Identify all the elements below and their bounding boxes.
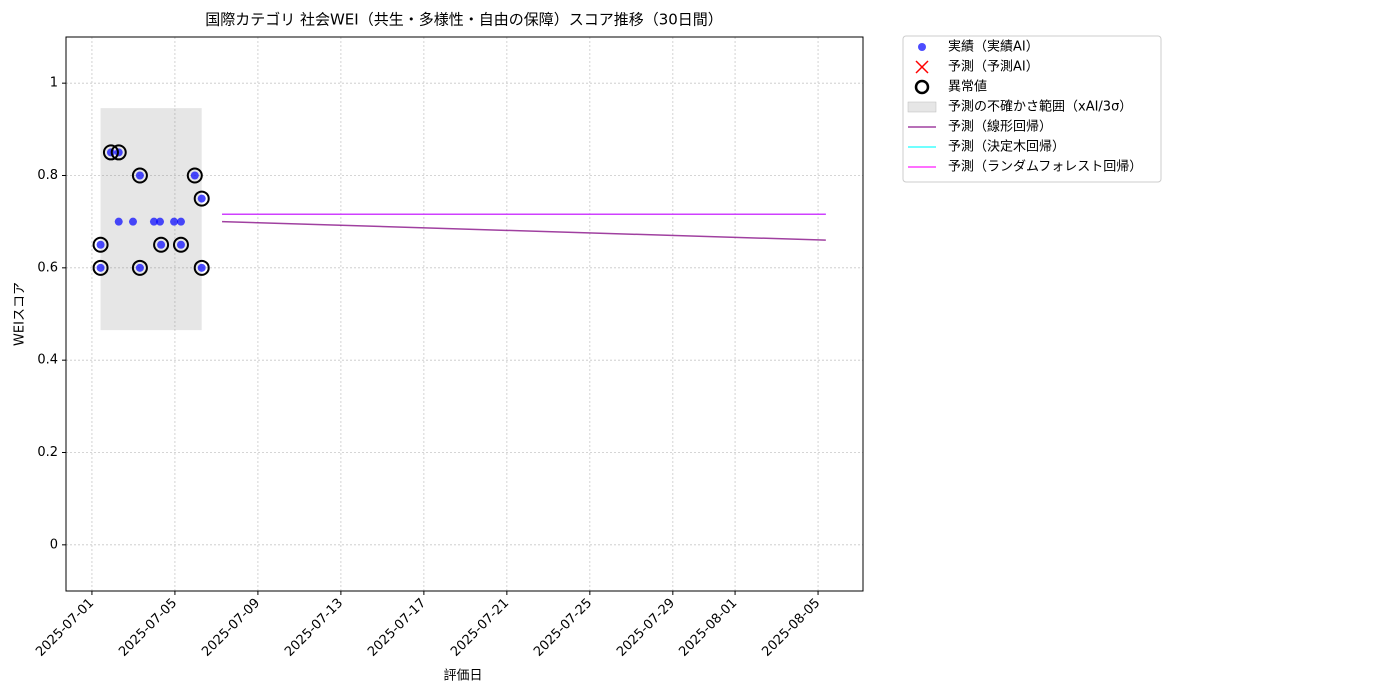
anomaly-marker [172,236,189,253]
actual-point [128,217,137,226]
anomaly-marker [193,190,210,207]
forecast-line [222,220,826,241]
y-tick-label: 0.6 [37,260,58,275]
cross-stroke [915,60,929,74]
legend-swatch [918,43,926,51]
x-tick-label: 2025-07-25 [531,596,595,660]
actual-point [149,217,158,226]
legend-label: 異常値 [948,79,987,95]
x-tick-label: 2025-07-01 [33,596,97,660]
chart-title: 国際カテゴリ 社会WEI（共生・多様性・自由の保障）スコア推移（30日間） [205,11,723,29]
legend-label: 予測（線形回帰） [948,119,1052,135]
x-tick-label: 2025-07-13 [282,596,346,660]
x-axis-label: 評価日 [443,669,482,684]
anomaly-marker [131,259,148,276]
actual-point [135,263,144,272]
legend-swatch [914,79,930,95]
anomaly-marker [110,144,127,161]
actual-point [114,217,123,226]
y-tick-label: 0.4 [37,353,58,368]
legend-frame [902,35,1162,183]
y-tick-label: 1 [50,76,58,91]
actual-point [176,240,185,249]
actual-point [135,171,144,180]
y-tick-label: 0 [50,537,58,552]
anomaly-marker [92,236,109,253]
actual-point [190,171,199,180]
plot-frame [65,36,864,592]
x-tick-label: 2025-07-09 [199,596,263,660]
actual-point [197,194,206,203]
legend-label: 予測（予測AI） [948,60,1039,75]
anomaly-marker [186,167,203,184]
actual-point [197,263,206,272]
x-tick-label: 2025-07-05 [116,596,180,660]
plot-area [92,108,826,331]
actual-point [170,217,179,226]
legend-label: 予測（決定木回帰） [948,139,1065,155]
actual-point [156,217,165,226]
x-tick-label: 2025-08-01 [676,596,740,660]
y-tick-label: 0.8 [37,168,58,183]
legend-label: 実績（実績AI） [948,39,1039,55]
anomaly-marker [153,236,170,253]
y-axis-label: WEIスコア [13,282,28,346]
legend-label: 予測（ランダムフォレスト回帰） [948,159,1142,175]
y-tick-label: 0.2 [37,445,58,460]
anomaly-marker [102,144,119,161]
actual-point [176,217,185,226]
actual-point [96,263,105,272]
actual-point [96,240,105,249]
anomaly-marker [92,259,109,276]
anomaly-marker [193,259,210,276]
actual-point [157,240,166,249]
legend-label: 予測の不確かさ範囲（xAI/3σ） [948,99,1132,115]
legend-swatch [907,101,937,113]
x-tick-label: 2025-08-05 [759,596,823,660]
legend-swatch [915,60,929,74]
anomaly-marker [131,167,148,184]
x-tick-label: 2025-07-21 [448,596,512,660]
x-tick-label: 2025-07-17 [365,596,429,660]
x-tick-label: 2025-07-29 [614,596,678,660]
